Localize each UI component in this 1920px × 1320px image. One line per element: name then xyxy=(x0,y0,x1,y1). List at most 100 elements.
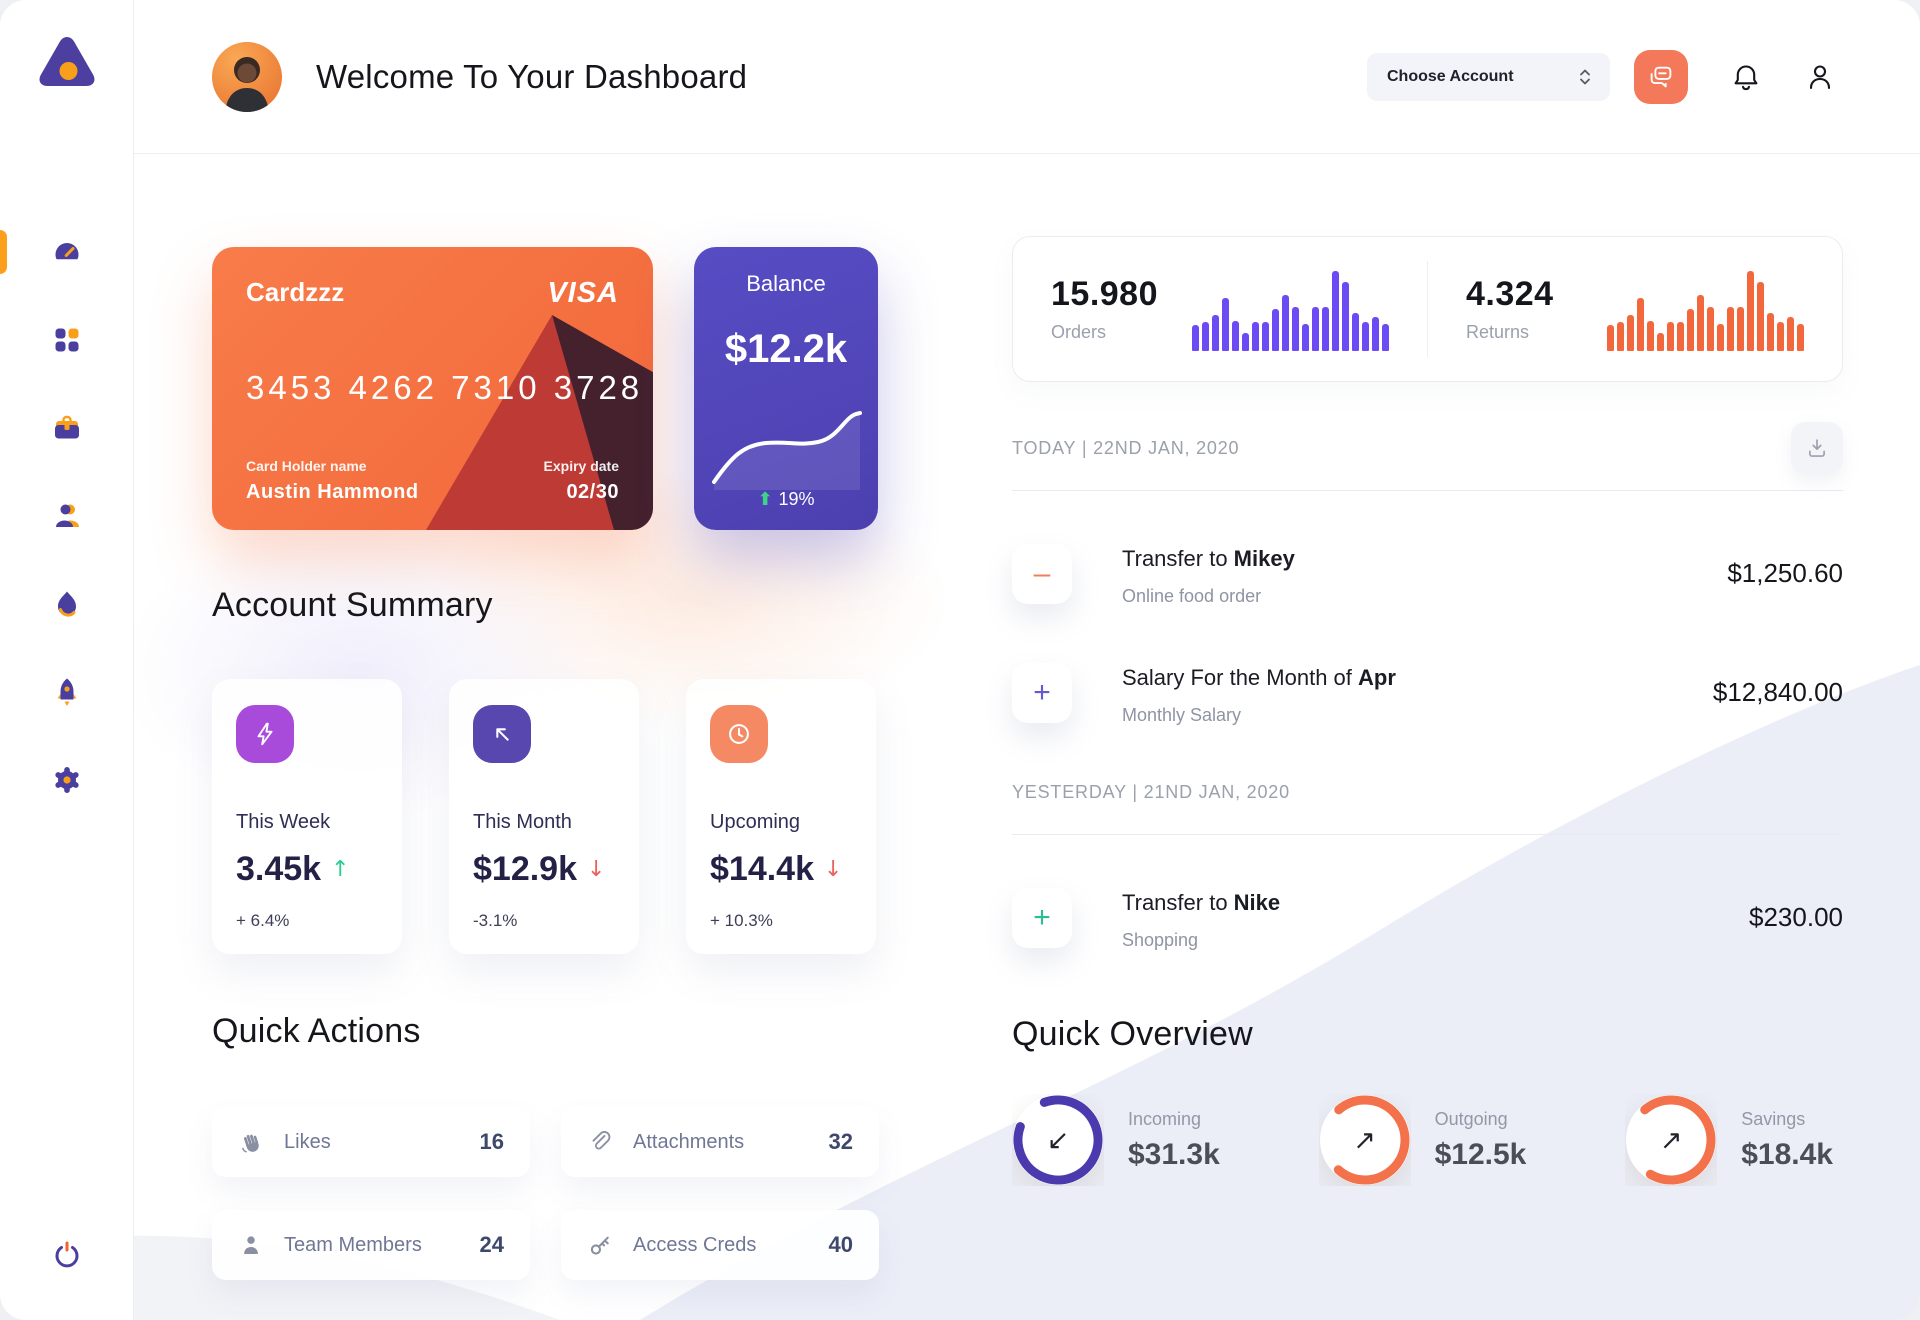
orders-returns-card: 15.980 Orders 4.324 Returns xyxy=(1012,236,1843,382)
bar xyxy=(1717,324,1724,351)
arrow-down-left-icon: ↙ xyxy=(1046,1124,1070,1156)
sidebar-item-launch[interactable] xyxy=(0,668,133,716)
returns-bar-chart xyxy=(1607,267,1804,351)
balance-amount: $12.2k xyxy=(724,327,848,371)
summary-card-delta: + 6.4% xyxy=(236,911,290,930)
quick-action-label: Team Members xyxy=(284,1233,422,1256)
expiry-label: Expiry date xyxy=(543,458,619,474)
account-selector[interactable]: Choose Account xyxy=(1367,52,1610,101)
credit-card: Cardzzz VISA 3453 4262 7310 3728 Card Ho… xyxy=(212,247,653,530)
card-number: 3453 4262 7310 3728 xyxy=(246,369,644,406)
sidebar-item-work[interactable] xyxy=(0,404,133,452)
quick-overview-rings: ↙ Incoming $31.3k ↗ Outgoing $12.5k ↗ Savings… xyxy=(1012,1094,1843,1186)
summary-card-value: 3.45k ↑ xyxy=(236,850,350,888)
transaction-group-header: YESTERDAY | 21ND JAN, 2020 xyxy=(1012,766,1843,818)
sidebar-item-settings[interactable] xyxy=(0,756,133,804)
trend-down-icon: ↓ xyxy=(824,857,843,882)
returns-label: Returns xyxy=(1466,322,1530,342)
profile-button[interactable] xyxy=(1804,61,1836,93)
triangle-logo-icon xyxy=(39,37,94,86)
summary-card-delta: + 10.3% xyxy=(710,911,773,930)
account-selector-label: Choose Account xyxy=(1387,67,1514,85)
account-summary-cards: This Week 3.45k ↑ + 6.4% This Month $12.9k ↓ -3… xyxy=(212,679,878,954)
group-date-label: YESTERDAY | 21ND JAN, 2020 xyxy=(1012,781,1290,802)
overview-value: $18.4k xyxy=(1741,1137,1833,1171)
bar xyxy=(1677,322,1684,351)
bar xyxy=(1282,295,1289,351)
transaction-row[interactable]: – Transfer to Mikey Online food order $1,25… xyxy=(1012,544,1843,607)
transaction-row[interactable]: + Salary For the Month of Apr Monthly Sala… xyxy=(1012,663,1843,726)
bar xyxy=(1667,322,1674,351)
summary-card: Upcoming $14.4k ↓ + 10.3% xyxy=(686,679,876,954)
overview-value: $12.5k xyxy=(1434,1137,1527,1171)
overview-savings: ↗ Savings $18.4k xyxy=(1625,1094,1833,1186)
transaction-group-header: TODAY | 22ND JAN, 2020 xyxy=(1012,422,1843,474)
transaction-amount: $12,840.00 xyxy=(1712,677,1843,707)
sidebar-item-trending[interactable] xyxy=(0,580,133,628)
card-name: Cardzzz xyxy=(246,277,345,307)
progress-ring: ↗ xyxy=(1319,1094,1411,1186)
minus-icon: – xyxy=(1012,544,1072,604)
overview-incoming: ↙ Incoming $31.3k xyxy=(1012,1094,1220,1186)
progress-ring: ↗ xyxy=(1625,1094,1717,1186)
clock-icon xyxy=(724,719,754,749)
returns-stat: 4.324 Returns xyxy=(1428,237,1842,381)
notifications-button[interactable] xyxy=(1730,61,1762,93)
trend-down-icon: ↓ xyxy=(587,857,606,882)
arrow-upleft-icon-holder xyxy=(473,705,531,763)
transaction-row[interactable]: + Transfer to Nike Shopping $230.00 xyxy=(1012,888,1843,951)
account-summary-title: Account Summary xyxy=(212,586,493,624)
orders-value: 15.980 xyxy=(1051,275,1158,313)
orders-label: Orders xyxy=(1051,322,1107,342)
card-holder-label: Card Holder name xyxy=(246,458,367,474)
download-button[interactable] xyxy=(1791,422,1843,474)
transaction-amount: $1,250.60 xyxy=(1727,558,1843,588)
summary-card-value: $14.4k ↓ xyxy=(710,850,843,888)
left-column: Cardzzz VISA 3453 4262 7310 3728 Card Ho… xyxy=(212,154,879,1280)
quick-action-count: 24 xyxy=(479,1232,504,1257)
sidebar-item-dashboard[interactable] xyxy=(0,228,133,276)
overview-value: $31.3k xyxy=(1128,1137,1220,1171)
flame-icon xyxy=(51,588,83,620)
overview-outgoing: ↗ Outgoing $12.5k xyxy=(1319,1094,1527,1186)
overview-text: Outgoing $12.5k xyxy=(1435,1109,1527,1172)
quick-action-attachments[interactable]: Attachments 32 xyxy=(561,1107,879,1177)
overview-label: Incoming xyxy=(1128,1108,1202,1129)
quick-action-team-members[interactable]: Team Members 24 xyxy=(212,1210,530,1280)
quick-action-likes[interactable]: Likes 16 xyxy=(212,1107,530,1177)
main-area: Welcome To Your Dashboard Choose Account xyxy=(134,0,1920,1320)
up-arrow-icon: ⬆ xyxy=(757,489,773,510)
power-icon xyxy=(50,1238,84,1272)
group-date-label: TODAY | 22ND JAN, 2020 xyxy=(1012,437,1240,458)
quick-action-count: 40 xyxy=(828,1232,853,1257)
bar xyxy=(1767,313,1774,351)
bar xyxy=(1737,307,1744,351)
bar xyxy=(1252,322,1259,351)
rocket-icon xyxy=(51,676,83,708)
sidebar-item-apps[interactable] xyxy=(0,316,133,364)
bar xyxy=(1697,295,1704,351)
card-holder-name: Austin Hammond xyxy=(246,481,419,503)
messages-button[interactable] xyxy=(1634,49,1688,104)
quick-action-label: Attachments xyxy=(633,1130,745,1153)
visa-logo: VISA xyxy=(547,277,619,309)
clap-icon xyxy=(238,1129,264,1155)
bar xyxy=(1687,309,1694,351)
bar xyxy=(1312,307,1319,351)
sidebar-item-team[interactable] xyxy=(0,492,133,540)
summary-card: This Week 3.45k ↑ + 6.4% xyxy=(212,679,402,954)
orders-stat: 15.980 Orders xyxy=(1013,237,1427,381)
sidebar xyxy=(0,0,134,1320)
bar xyxy=(1787,317,1794,351)
quick-action-access-creds[interactable]: Access Creds 40 xyxy=(561,1210,879,1280)
quick-action-count: 16 xyxy=(479,1129,504,1154)
divider xyxy=(1012,834,1843,835)
bar xyxy=(1797,324,1804,351)
lightning-icon-holder xyxy=(236,705,294,763)
bar xyxy=(1232,321,1239,351)
speedometer-icon xyxy=(51,236,83,268)
bar xyxy=(1372,317,1379,351)
sidebar-item-logout[interactable] xyxy=(50,1238,84,1272)
app-logo xyxy=(37,34,97,90)
user-avatar[interactable] xyxy=(212,41,282,112)
